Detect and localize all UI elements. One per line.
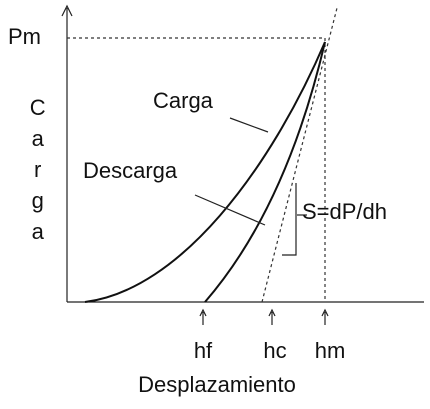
hf-tick [199,308,207,325]
hf-label: hf [194,338,213,363]
hc-label: hc [263,338,286,363]
unloading-pointer [194,194,266,226]
unloading-curve [204,41,326,303]
unloading-label: Descarga [83,158,178,183]
pm-label: Pm [8,24,41,49]
hm-label: hm [315,338,346,363]
x-axis-label: Desplazamiento [138,372,296,397]
stiffness-label: S=dP/dh [302,199,387,224]
y-axis-arrow [61,4,73,17]
tangent-line [261,7,338,303]
loading-pointer [229,117,269,133]
y-axis-label: Carga [25,95,50,250]
hm-tick [321,308,329,325]
loading-label: Carga [153,88,214,113]
slope-triangle [282,183,297,256]
hc-tick [268,308,276,325]
loading-curve [84,41,326,303]
